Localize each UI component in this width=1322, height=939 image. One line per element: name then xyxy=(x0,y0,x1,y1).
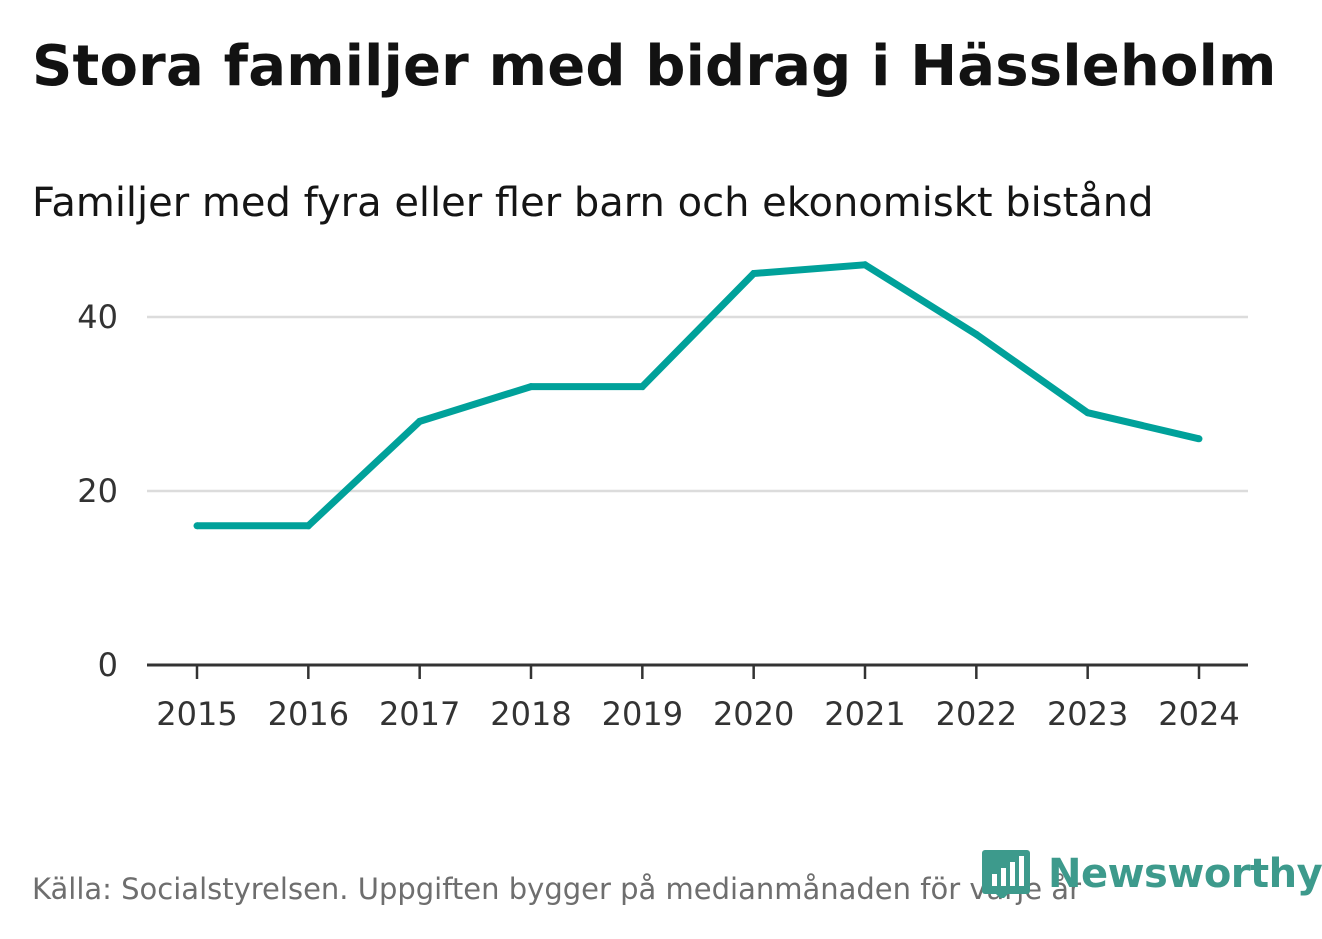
data-point xyxy=(861,261,869,269)
x-tick-label: 2015 xyxy=(156,695,237,733)
newsworthy-logo: Newsworthy xyxy=(982,850,1322,898)
x-tick-label: 2018 xyxy=(490,695,571,733)
brand-name: Newsworthy xyxy=(1048,851,1322,897)
data-point xyxy=(304,522,312,530)
x-axis-labels: 2015 2016 2017 2018 2019 2020 2021 2022 2023 2024 xyxy=(156,695,1239,733)
source-note: Källa: Socialstyrelsen. Uppgiften bygger… xyxy=(32,872,1081,906)
x-tick-label: 2017 xyxy=(379,695,460,733)
y-tick-label: 20 xyxy=(77,472,118,510)
data-point xyxy=(638,383,646,391)
series xyxy=(193,261,1203,530)
x-tick-label: 2021 xyxy=(824,695,905,733)
data-point xyxy=(1084,409,1092,417)
data-point xyxy=(193,522,201,530)
x-tick-label: 2023 xyxy=(1047,695,1128,733)
chart-subtitle: Familjer med fyra eller fler barn och ek… xyxy=(32,180,1154,226)
data-point xyxy=(1195,435,1203,443)
x-axis xyxy=(147,663,1248,679)
newsworthy-logo-icon xyxy=(982,850,1030,898)
series-line xyxy=(197,261,1200,530)
gridlines xyxy=(147,315,1248,493)
data-point xyxy=(972,330,980,338)
chart-title: Stora familjer med bidrag i Hässleholm xyxy=(32,34,1277,99)
x-tick-label: 2024 xyxy=(1158,695,1239,733)
y-tick-label: 0 xyxy=(98,646,118,684)
x-tick-label: 2019 xyxy=(602,695,683,733)
y-axis-labels: 0 20 40 xyxy=(77,298,118,684)
data-point xyxy=(750,270,758,277)
data-point xyxy=(527,383,535,391)
y-tick-label: 40 xyxy=(77,298,118,336)
x-tick-label: 2016 xyxy=(268,695,349,733)
data-point xyxy=(416,417,424,425)
x-tick-label: 2020 xyxy=(713,695,794,733)
x-tick-label: 2022 xyxy=(936,695,1017,733)
